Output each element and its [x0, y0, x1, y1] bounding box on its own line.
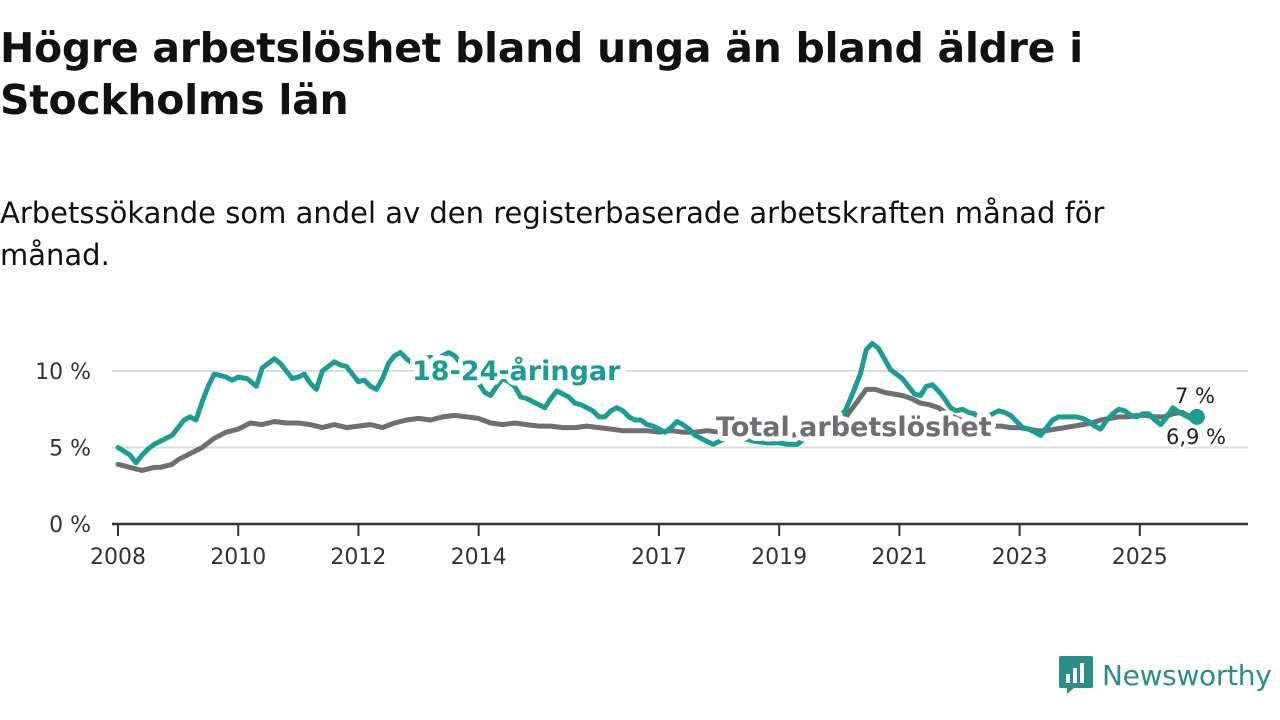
brand-logo: Newsworthy	[1058, 654, 1272, 696]
x-axis	[112, 522, 1248, 536]
series-labels: 18-24-åringar18-24-åringar18-24-åringarT…	[407, 350, 1229, 452]
x-tick-label: 2010	[210, 545, 266, 570]
youth-label-halo: 18-24-åringar	[412, 355, 621, 387]
x-tick-label: 2012	[330, 545, 386, 570]
y-tick-label: 5 %	[49, 437, 91, 462]
youth-series-label: 18-24-åringar	[412, 355, 621, 387]
x-tick-label: 2019	[751, 545, 807, 570]
youth-label-halo: 18-24-åringar	[412, 355, 621, 387]
x-tick-label: 2023	[992, 545, 1048, 570]
chart-subtitle: Arbetssökande som andel av den registerb…	[0, 196, 1105, 272]
youth-end-value-label: 7 %	[1175, 384, 1215, 408]
total-end-value-label: 6,9 %	[1166, 425, 1226, 449]
x-tick-label: 2025	[1112, 545, 1168, 570]
total-label-halo: Total arbetslöshet	[716, 412, 992, 443]
brand-name: Newsworthy	[1102, 658, 1272, 692]
y-tick-label: 0 %	[49, 513, 91, 538]
x-tick-label: 2014	[451, 545, 507, 570]
total-end-value-halo: 6,9 %	[1166, 425, 1226, 449]
y-axis-tick-labels: 0 % 5 % 10 %	[35, 360, 91, 538]
y-tick-label: 10 %	[35, 360, 91, 385]
x-tick-label: 2017	[631, 545, 687, 570]
youth-end-marker	[1188, 408, 1205, 425]
x-axis-tick-labels: 2008 2010 2012 2014 2017 2019 2021 2023 2025	[90, 545, 1168, 570]
newsworthy-logo-icon	[1059, 656, 1093, 694]
series-lines	[115, 341, 1200, 473]
x-tick-label: 2008	[90, 545, 146, 570]
chart-title: Högre arbetslöshet bland unga än bland ä…	[0, 24, 1083, 124]
youth-series-line	[115, 341, 1200, 466]
x-tick-label: 2021	[871, 545, 927, 570]
gridlines	[112, 370, 1248, 449]
total-series-label: Total arbetslöshet	[716, 412, 992, 443]
